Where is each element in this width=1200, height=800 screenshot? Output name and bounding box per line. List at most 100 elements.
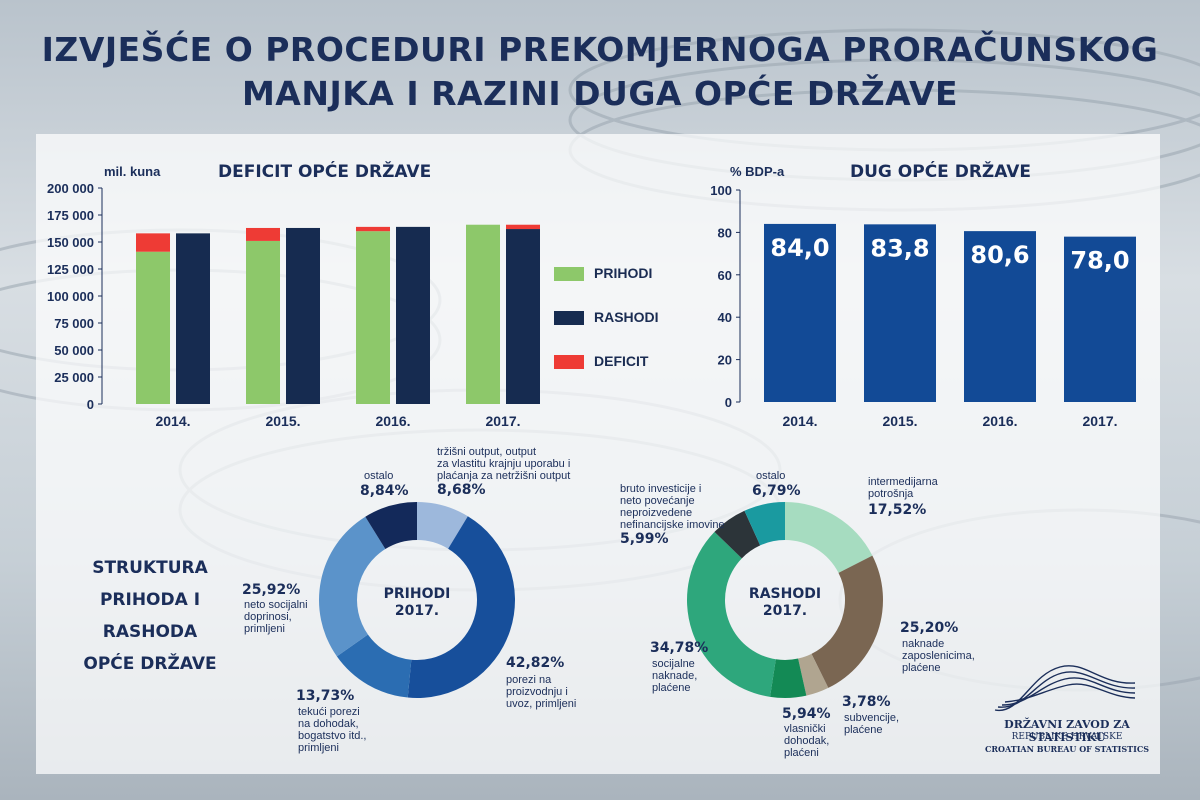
deficit-y-tick-label: 200 000 xyxy=(47,181,94,196)
rashodi-center-year: 2017. xyxy=(762,603,808,619)
r-soc-line-1: socijalne xyxy=(652,658,695,670)
r-subv-line-2: plaćene xyxy=(844,724,883,736)
r-naknade-line-2: zaposlenicima, xyxy=(902,650,975,662)
logo-line-3: CROATIAN BUREAU OF STATISTICS xyxy=(984,744,1149,754)
deficit-y-tick-label: 50 000 xyxy=(54,343,94,358)
debt-bar-value-label: 80,6 xyxy=(970,241,1029,269)
deficit-bar xyxy=(356,226,390,232)
deficit-chart-title: DEFICIT OPĆE DRŽAVE xyxy=(218,162,432,182)
debt-bar xyxy=(964,231,1036,402)
r-ostalo-label: ostalo xyxy=(756,470,786,482)
debt-bar xyxy=(864,224,936,402)
deficit-x-tick-label: 2015. xyxy=(265,413,300,429)
p-tekuci-line-2: na dohodak, xyxy=(298,718,359,730)
debt-y-tick-label: 100 xyxy=(710,183,732,198)
rashodi-donut-slice xyxy=(687,531,776,697)
r-inter-pct: 17,52% xyxy=(868,502,927,518)
r-vlas-line-3: plaćeni xyxy=(784,747,819,759)
rashodi-donut-slice xyxy=(714,510,761,559)
p-tekuci-line-1: tekući porezi xyxy=(298,706,360,718)
r-bruto-line-4: nefinancijske imovine xyxy=(620,519,725,531)
p-tekuci-line-4: primljeni xyxy=(298,742,339,754)
p-porezi-line-2: proizvodnju i xyxy=(506,686,568,698)
deficit-bar xyxy=(506,224,540,230)
rashodi-donut-slice xyxy=(744,502,785,546)
debt-bar-value-label: 78,0 xyxy=(1070,247,1129,275)
deficit-bar xyxy=(136,233,170,252)
r-inter-line-2: potrošnja xyxy=(868,488,914,500)
p-socijalni-pct: 25,92% xyxy=(242,582,301,598)
structure-title-line-2: PRIHODA I xyxy=(99,590,201,610)
p-trzisni-line-3: plaćanja za netržišni output xyxy=(437,470,571,482)
deficit-y-tick-label: 25 000 xyxy=(54,370,94,385)
rashodi-bar xyxy=(286,227,320,404)
r-subv-pct: 3,78% xyxy=(842,694,891,710)
r-vlas-pct: 5,94% xyxy=(782,706,831,722)
p-trzisni-line-2: za vlastitu krajnju uporabu i xyxy=(437,458,571,470)
debt-y-tick-label: 60 xyxy=(718,268,732,283)
r-ostalo-pct: 6,79% xyxy=(752,483,801,499)
rashodi-center-label: RASHODI xyxy=(748,586,822,602)
deficit-y-tick-label: 125 000 xyxy=(47,262,94,277)
legend-rashodi-label: RASHODI xyxy=(594,309,659,325)
p-porezi-pct: 42,82% xyxy=(506,655,565,671)
prihodi-donut-slice xyxy=(319,516,386,657)
rashodi-donut-center: RASHODI 2017. xyxy=(730,586,840,620)
r-bruto-line-2: neto povećanje xyxy=(620,495,695,507)
rashodi-donut-slice xyxy=(811,555,883,688)
prihodi-bar xyxy=(356,231,390,404)
deficit-x-tick-label: 2014. xyxy=(155,413,190,429)
rashodi-donut-slice xyxy=(785,502,873,573)
prihodi-center-year: 2017. xyxy=(394,603,440,619)
rashodi-bar xyxy=(396,226,430,404)
prihodi-donut-slice xyxy=(365,502,417,550)
p-tekuci-line-3: bogatstvo itd., xyxy=(298,730,367,742)
r-subv-line-1: subvencije, xyxy=(844,712,900,724)
p-socijalni-line-3: primljeni xyxy=(244,623,285,635)
debt-unit-label: % BDP-a xyxy=(730,164,785,179)
prihodi-donut-slice xyxy=(336,634,412,698)
r-vlas-line-2: dohodak, xyxy=(784,735,830,747)
p-socijalni-line-1: neto socijalni xyxy=(244,599,308,611)
r-naknade-pct: 25,20% xyxy=(900,620,959,636)
r-bruto-line-3: neproizvedene xyxy=(620,507,693,519)
legend-prihodi-swatch xyxy=(554,267,584,281)
page-title: IZVJEŠĆE O PROCEDURI PREKOMJERNOGA PRORA… xyxy=(0,28,1200,116)
deficit-y-tick-label: 150 000 xyxy=(47,235,94,250)
r-soc-pct: 34,78% xyxy=(650,640,709,656)
p-trzisni-line-1: tržišni output, output xyxy=(437,446,537,458)
deficit-x-tick-label: 2017. xyxy=(485,413,520,429)
r-naknade-line-1: naknade xyxy=(902,638,945,650)
legend-deficit-swatch xyxy=(554,355,584,369)
rashodi-bar xyxy=(176,233,210,404)
rashodi-donut-slice xyxy=(798,653,829,696)
r-vlas-line-1: vlasnički xyxy=(784,723,826,735)
deficit-y-tick-label: 100 000 xyxy=(47,289,94,304)
r-bruto-line-1: bruto investicije i xyxy=(620,483,702,495)
legend-rashodi-swatch xyxy=(554,311,584,325)
deficit-bar xyxy=(246,227,280,241)
r-inter-line-1: intermedijarna xyxy=(868,476,938,488)
p-socijalni-line-2: doprinosi, xyxy=(244,611,292,623)
prihodi-center-label: PRIHODI xyxy=(383,586,451,602)
legend-prihodi-label: PRIHODI xyxy=(594,265,653,281)
prihodi-bar xyxy=(466,224,500,404)
debt-bar-value-label: 84,0 xyxy=(770,234,829,262)
debt-x-tick-label: 2015. xyxy=(882,413,917,429)
r-bruto-pct: 5,99% xyxy=(620,531,669,547)
r-soc-line-3: plaćene xyxy=(652,682,691,694)
prihodi-donut-slice xyxy=(407,516,515,698)
p-ostalo-label: ostalo xyxy=(364,470,394,482)
prihodi-bar xyxy=(246,240,280,404)
dzs-logo-icon xyxy=(994,665,1136,711)
deficit-y-tick-label: 0 xyxy=(87,397,94,412)
legend-deficit-label: DEFICIT xyxy=(594,353,649,369)
debt-y-tick-label: 20 xyxy=(718,353,732,368)
debt-x-tick-label: 2014. xyxy=(782,413,817,429)
deficit-x-tick-label: 2016. xyxy=(375,413,410,429)
structure-title: STRUKTURA PRIHODA I RASHODA OPĆE DRŽAVE xyxy=(60,552,240,680)
deficit-y-tick-label: 175 000 xyxy=(47,208,94,223)
p-tekuci-pct: 13,73% xyxy=(296,688,355,704)
title-line-2: MANJKA I RAZINI DUGA OPĆE DRŽAVE xyxy=(241,74,959,113)
